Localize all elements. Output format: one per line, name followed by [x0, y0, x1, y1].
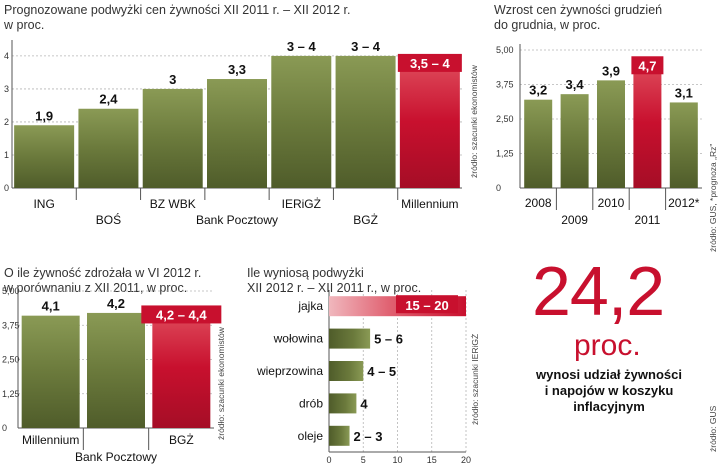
chart1-ytick-label: 4	[4, 51, 9, 61]
chart3-value-label: 4,1	[42, 299, 60, 314]
chart1-category-label: IERiGŻ	[282, 197, 321, 211]
chart4-xtick-label: 10	[392, 455, 402, 465]
chart2-title-line2: do grudnia, w proc.	[494, 18, 601, 32]
chart1-value-label: 3,3	[228, 62, 246, 77]
chart4-value-label: 2 – 3	[354, 429, 383, 444]
chart4-value-label: 4 – 5	[367, 364, 396, 379]
chart1-ytick-label: 3	[4, 84, 9, 94]
chart2-ytick-label: 3,75	[496, 80, 514, 90]
chart2-value-label: 3,1	[675, 85, 693, 100]
chart3-value-label: 4,2 – 4,4	[156, 307, 207, 322]
chart2-bar	[669, 102, 698, 188]
chart1-ytick-label: 1	[4, 150, 9, 160]
chart3-bar	[152, 307, 211, 428]
chart4-category-label: wołowina	[273, 332, 324, 346]
chart2-bar	[597, 80, 625, 188]
chart4-value-label: 4	[360, 396, 368, 411]
chart2-category-label: 2011	[634, 213, 660, 227]
chart1-bar	[207, 79, 267, 188]
chart1-value-label: 3 – 4	[351, 39, 381, 54]
chart2-ytick-label: 5,00	[496, 45, 514, 55]
chart3-category-label: Bank Pocztowy	[75, 450, 157, 464]
chart1-value-label: 3	[169, 72, 176, 87]
chart2-title-line1: Wzrost cen żywności grudzień	[494, 3, 663, 17]
chart4-category-label: drób	[299, 396, 323, 410]
chart1-bar	[78, 108, 139, 188]
chart3-ytick-label: 3,75	[2, 320, 20, 330]
chart2-bar	[524, 99, 553, 188]
chart3-bar	[87, 312, 145, 428]
chart4-title-line1: Ile wyniosą podwyżki	[247, 266, 364, 280]
chart3-category-label: BGŻ	[169, 433, 194, 447]
chart4-category-label: jajka	[297, 299, 323, 313]
chart1-ytick-label: 2	[4, 117, 9, 127]
chart2-value-label-bg	[631, 56, 664, 75]
chart3-ytick-label: 1,25	[2, 389, 20, 399]
chart3-ytick-label: 2,50	[2, 355, 20, 365]
chart1-bar	[271, 55, 332, 188]
chart1-bar	[335, 55, 396, 188]
chart3-value-label-bg	[141, 305, 222, 324]
chart1-bar	[399, 55, 460, 188]
chart4-bar	[329, 361, 364, 381]
chart3-ytick-label: 5,00	[2, 286, 20, 296]
chart2-category-label: 2008	[525, 196, 552, 210]
chart1-value-label: 3 – 4	[287, 39, 317, 54]
chart2-value-label: 4,7	[638, 58, 656, 73]
chart4-category-label: wieprzowina	[256, 364, 323, 378]
chart4-value-label-bg	[396, 295, 458, 314]
chart1-title-line1: Prognozowane podwyżki cen żywności XII 2…	[4, 3, 351, 17]
chart4-bar	[329, 328, 371, 349]
chart1-value-label-bg	[397, 53, 462, 72]
stat-unit: proc.	[574, 329, 641, 362]
stat-value: 24,2	[532, 252, 665, 330]
chart4-xtick-label: 0	[326, 455, 331, 465]
chart1-value-label: 1,9	[35, 108, 53, 123]
chart4-value-label: 15 – 20	[405, 298, 448, 313]
chart4-xtick-label: 20	[461, 455, 471, 465]
chart3-title-line1: O ile żywność zdrożała w VI 2012 r.	[4, 266, 202, 280]
chart3-title-line2: w porównaniu z XII 2011, w proc.	[4, 281, 188, 295]
chart1-bar	[142, 88, 203, 188]
chart1-value-label: 3,5 – 4	[410, 56, 451, 71]
chart2-category-label: 2012*	[668, 196, 700, 210]
chart1-category-label: BZ WBK	[150, 197, 196, 211]
stat-caption-line3: inflacyjnym	[573, 399, 645, 414]
chart1-category-label: BGŻ	[353, 213, 378, 227]
chart4-category-label: oleje	[298, 429, 324, 443]
chart2-bar	[633, 58, 662, 188]
chart3-value-label: 4,2	[107, 296, 125, 311]
chart4-xtick-label: 15	[427, 455, 437, 465]
chart4-title-line2: XII 2012 r. – XII 2011 r., w proc.	[247, 281, 422, 295]
stat-caption-line1: wynosi udział żywności	[536, 367, 682, 382]
chart1-category-label: BOŚ	[96, 212, 121, 227]
chart1-bar	[14, 125, 75, 188]
chart1-category-label: Bank Pocztowy	[196, 213, 278, 227]
chart2-category-label: 2009	[561, 213, 588, 227]
chart4-value-label: 5 – 6	[374, 332, 403, 347]
stat-caption-line2: i napojów w koszyku	[544, 383, 674, 398]
chart1-category-label: Millennium	[401, 197, 458, 211]
chart2-ytick-label: 0	[496, 183, 501, 193]
chart2-value-label: 3,4	[566, 77, 585, 92]
chart3-ytick-label: 0	[2, 423, 7, 433]
chart2-ytick-label: 2,50	[496, 114, 514, 124]
chart4-bar	[329, 393, 357, 414]
chart3-bar	[21, 315, 80, 428]
chart1-ytick-label: 0	[4, 183, 9, 193]
chart3-category-label: Millennium	[22, 433, 79, 447]
chart2-value-label: 3,9	[602, 63, 620, 78]
chart2-bar	[560, 94, 589, 188]
chart2-ytick-label: 1,25	[496, 149, 514, 159]
chart2-value-label: 3,2	[529, 83, 547, 98]
chart4-xtick-label: 5	[361, 455, 366, 465]
chart4-bar	[329, 425, 350, 446]
chart1-value-label: 2,4	[99, 92, 118, 107]
chart1-title-line2: w proc.	[4, 18, 45, 32]
chart1-category-label: ING	[33, 197, 54, 211]
chart2-category-label: 2010	[598, 196, 625, 210]
